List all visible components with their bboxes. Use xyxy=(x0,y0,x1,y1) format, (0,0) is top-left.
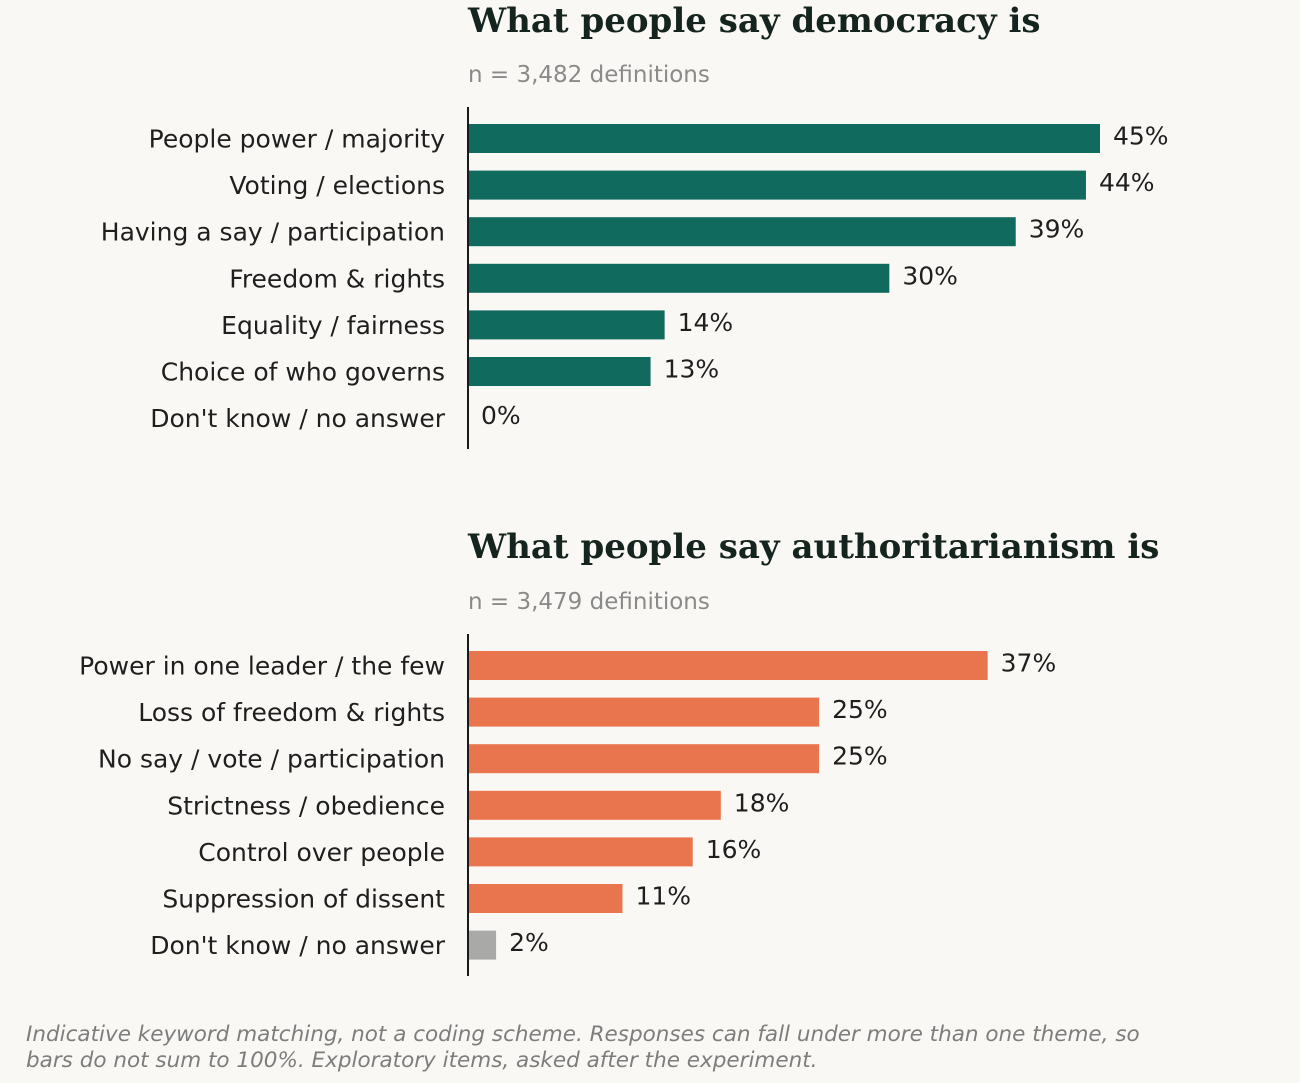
panel-title: What people say democracy is xyxy=(467,1,1041,41)
bar xyxy=(468,930,497,960)
value-label: 0% xyxy=(481,401,521,430)
bar xyxy=(468,357,651,386)
panel-subtitle: n = 3,482 definitions xyxy=(468,62,710,88)
chart-panel-1: What people say democracy is n = 3,482 de… xyxy=(101,1,1169,449)
bar xyxy=(468,790,721,820)
category-label: Having a say / participation xyxy=(101,218,445,247)
bar xyxy=(468,310,665,340)
bar xyxy=(468,124,1100,153)
category-label: Loss of freedom & rights xyxy=(138,698,445,727)
bar xyxy=(468,837,693,867)
value-label: 11% xyxy=(635,882,691,911)
category-label: Control over people xyxy=(198,838,445,867)
category-label: Choice of who governs xyxy=(161,358,445,387)
category-label: Power in one leader / the few xyxy=(79,652,445,681)
category-label: People power / majority xyxy=(149,125,446,154)
bar xyxy=(468,884,623,913)
value-label: 44% xyxy=(1099,168,1155,197)
bar xyxy=(468,744,820,774)
value-label: 13% xyxy=(664,355,720,384)
panel-title: What people say authoritarianism is xyxy=(467,527,1159,567)
value-label: 14% xyxy=(678,308,734,337)
category-label: Strictness / obedience xyxy=(167,791,445,820)
chart-panel-2: What people say authoritarianism is n = 3… xyxy=(79,527,1159,976)
value-label: 16% xyxy=(706,835,762,864)
bar xyxy=(468,217,1016,247)
category-label: Don't know / no answer xyxy=(150,404,445,433)
value-label: 25% xyxy=(832,742,888,771)
bar xyxy=(468,170,1086,200)
value-label: 25% xyxy=(832,695,888,724)
bar xyxy=(468,651,988,680)
footnote: Indicative keyword matching, not a codin… xyxy=(26,1022,1140,1073)
value-label: 2% xyxy=(509,928,549,957)
value-label: 18% xyxy=(734,788,790,817)
category-label: No say / vote / participation xyxy=(98,745,445,774)
value-label: 45% xyxy=(1113,122,1169,151)
category-label: Freedom & rights xyxy=(229,264,445,293)
value-label: 37% xyxy=(1001,649,1057,678)
category-label: Voting / elections xyxy=(229,171,445,200)
panel-subtitle: n = 3,479 definitions xyxy=(468,589,710,615)
category-label: Suppression of dissent xyxy=(162,885,445,914)
category-label: Don't know / no answer xyxy=(150,931,445,960)
category-label: Equality / fairness xyxy=(221,311,445,340)
value-label: 30% xyxy=(902,261,958,290)
value-label: 39% xyxy=(1029,215,1085,244)
bar xyxy=(468,697,820,727)
chart: What people say democracy is n = 3,482 de… xyxy=(79,1,1169,976)
bar xyxy=(468,263,890,293)
